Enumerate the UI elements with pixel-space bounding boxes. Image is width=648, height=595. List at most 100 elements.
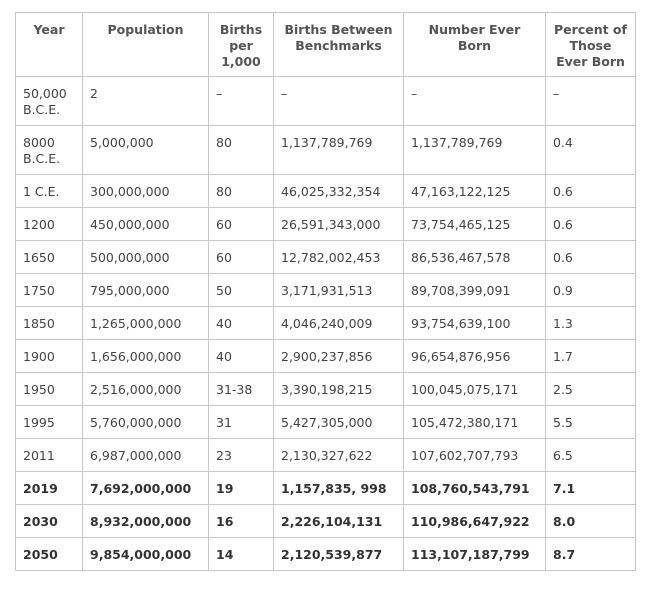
- cell-births-between: 2,900,237,856: [273, 339, 404, 373]
- cell-population: 300,000,000: [82, 174, 209, 208]
- cell-year: 1850: [15, 306, 83, 340]
- header-line: Ever Born: [556, 54, 625, 69]
- header-line: Population: [107, 22, 184, 37]
- cell-births-between: 1,137,789,769: [273, 125, 404, 175]
- cell-number-ever-born: 1,137,789,769: [403, 125, 546, 175]
- cell-births-between: 2,130,327,622: [273, 438, 404, 472]
- cell-percent: 1.3: [545, 306, 636, 340]
- header-percent-ever-born: Percent of Those Ever Born: [545, 12, 636, 77]
- year-line: B.C.E.: [23, 102, 61, 117]
- cell-year: 1750: [15, 273, 83, 307]
- cell-population: 1,656,000,000: [82, 339, 209, 373]
- cell-births-between: 3,390,198,215: [273, 372, 404, 406]
- cell-percent: 8.0: [545, 504, 636, 538]
- header-year: Year: [15, 12, 83, 77]
- cell-births-per-1000: 19: [208, 471, 274, 505]
- year-line: B.C.E.: [23, 151, 61, 166]
- cell-population: 6,987,000,000: [82, 438, 209, 472]
- cell-percent: 0.6: [545, 240, 636, 274]
- cell-births-per-1000: 16: [208, 504, 274, 538]
- cell-births-between: –: [273, 76, 404, 126]
- header-population: Population: [82, 12, 209, 77]
- cell-number-ever-born: 100,045,075,171: [403, 372, 546, 406]
- cell-number-ever-born: 113,107,187,799: [403, 537, 546, 571]
- cell-population: 2: [82, 76, 209, 126]
- table-row-projection: 2019 7,692,000,000 19 1,157,835, 998 108…: [15, 471, 636, 505]
- cell-number-ever-born: 47,163,122,125: [403, 174, 546, 208]
- cell-year: 1995: [15, 405, 83, 439]
- table-row: 1900 1,656,000,000 40 2,900,237,856 96,6…: [15, 339, 636, 373]
- cell-births-between: 2,226,104,131: [273, 504, 404, 538]
- cell-births-per-1000: 31: [208, 405, 274, 439]
- cell-population: 500,000,000: [82, 240, 209, 274]
- header-line: 1,000: [221, 54, 261, 69]
- cell-births-per-1000: 31-38: [208, 372, 274, 406]
- table-row: 2011 6,987,000,000 23 2,130,327,622 107,…: [15, 438, 636, 472]
- cell-year: 2011: [15, 438, 83, 472]
- header-line: Year: [33, 22, 65, 37]
- cell-year: 8000 B.C.E.: [15, 125, 83, 175]
- cell-births-between: 12,782,002,453: [273, 240, 404, 274]
- table-row: 1650 500,000,000 60 12,782,002,453 86,53…: [15, 240, 636, 274]
- cell-births-between: 4,046,240,009: [273, 306, 404, 340]
- cell-number-ever-born: –: [403, 76, 546, 126]
- header-line: per: [229, 38, 253, 53]
- header-row: Year Population Births per 1,000 Births …: [15, 12, 636, 77]
- cell-population: 450,000,000: [82, 207, 209, 241]
- table-row: 1 C.E. 300,000,000 80 46,025,332,354 47,…: [15, 174, 636, 208]
- cell-year: 2030: [15, 504, 83, 538]
- cell-percent: 0.6: [545, 174, 636, 208]
- cell-number-ever-born: 105,472,380,171: [403, 405, 546, 439]
- cell-population: 1,265,000,000: [82, 306, 209, 340]
- cell-births-between: 2,120,539,877: [273, 537, 404, 571]
- cell-year: 1200: [15, 207, 83, 241]
- cell-population: 5,000,000: [82, 125, 209, 175]
- cell-percent: 0.9: [545, 273, 636, 307]
- cell-year: 50,000 B.C.E.: [15, 76, 83, 126]
- cell-year: 1 C.E.: [15, 174, 83, 208]
- cell-percent: 1.7: [545, 339, 636, 373]
- cell-percent: 5.5: [545, 405, 636, 439]
- cell-births-per-1000: –: [208, 76, 274, 126]
- cell-births-between: 1,157,835, 998: [273, 471, 404, 505]
- cell-births-per-1000: 80: [208, 174, 274, 208]
- population-table: Year Population Births per 1,000 Births …: [15, 12, 636, 571]
- cell-population: 8,932,000,000: [82, 504, 209, 538]
- cell-births-per-1000: 40: [208, 339, 274, 373]
- cell-births-per-1000: 80: [208, 125, 274, 175]
- table-row-projection: 2050 9,854,000,000 14 2,120,539,877 113,…: [15, 537, 636, 571]
- header-line: Births Between: [284, 22, 393, 37]
- cell-number-ever-born: 96,654,876,956: [403, 339, 546, 373]
- cell-births-between: 3,171,931,513: [273, 273, 404, 307]
- header-line: Births: [219, 22, 263, 37]
- cell-year: 2019: [15, 471, 83, 505]
- year-line: 50,000: [23, 86, 67, 101]
- cell-year: 2050: [15, 537, 83, 571]
- cell-population: 7,692,000,000: [82, 471, 209, 505]
- year-line: 8000: [23, 135, 55, 150]
- cell-number-ever-born: 73,754,465,125: [403, 207, 546, 241]
- cell-population: 9,854,000,000: [82, 537, 209, 571]
- cell-percent: 8.7: [545, 537, 636, 571]
- header-line: Benchmarks: [295, 38, 382, 53]
- cell-number-ever-born: 86,536,467,578: [403, 240, 546, 274]
- cell-percent: –: [545, 76, 636, 126]
- table-row: 1200 450,000,000 60 26,591,343,000 73,75…: [15, 207, 636, 241]
- header-number-ever-born: Number Ever Born: [403, 12, 546, 77]
- header-births-per-1000: Births per 1,000: [208, 12, 274, 77]
- cell-births-per-1000: 14: [208, 537, 274, 571]
- cell-births-between: 5,427,305,000: [273, 405, 404, 439]
- cell-percent: 6.5: [545, 438, 636, 472]
- cell-births-between: 46,025,332,354: [273, 174, 404, 208]
- cell-percent: 2.5: [545, 372, 636, 406]
- table-row: 8000 B.C.E. 5,000,000 80 1,137,789,769 1…: [15, 125, 636, 175]
- cell-year: 1900: [15, 339, 83, 373]
- header-line: Number Ever: [428, 22, 521, 37]
- table-row: 1750 795,000,000 50 3,171,931,513 89,708…: [15, 273, 636, 307]
- table-row-projection: 2030 8,932,000,000 16 2,226,104,131 110,…: [15, 504, 636, 538]
- table-row: 1850 1,265,000,000 40 4,046,240,009 93,7…: [15, 306, 636, 340]
- cell-number-ever-born: 108,760,543,791: [403, 471, 546, 505]
- cell-population: 2,516,000,000: [82, 372, 209, 406]
- table-row: 1950 2,516,000,000 31-38 3,390,198,215 1…: [15, 372, 636, 406]
- header-line: Born: [457, 38, 492, 53]
